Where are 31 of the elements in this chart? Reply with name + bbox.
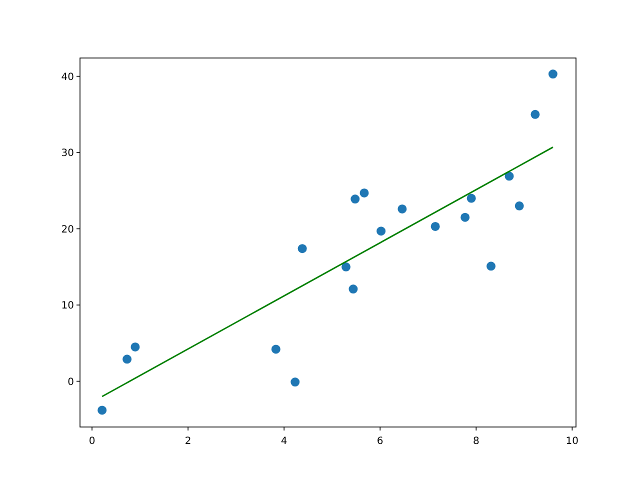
point — [548, 70, 558, 79]
point — [360, 188, 369, 198]
x-tick-label: 8 — [472, 436, 480, 447]
x-tick-label: 0 — [88, 436, 96, 447]
point — [122, 354, 132, 364]
point — [98, 406, 107, 415]
y-tick-label: 40 — [61, 72, 74, 83]
point — [466, 194, 476, 203]
y-tick-label: 10 — [61, 300, 74, 312]
point — [504, 172, 514, 181]
point — [271, 344, 280, 354]
point — [486, 262, 496, 271]
y-tick-label: 30 — [61, 148, 74, 160]
point — [460, 212, 470, 222]
point — [298, 244, 307, 254]
point — [290, 378, 300, 387]
point — [398, 204, 407, 214]
x-tick-label: 6 — [376, 436, 384, 447]
x-tick-label: 4 — [280, 436, 288, 447]
point — [130, 342, 140, 352]
point — [350, 194, 360, 204]
y-tick-label: 0 — [68, 376, 74, 388]
point — [514, 201, 524, 210]
x-tick-label: 2 — [184, 436, 192, 447]
point — [530, 110, 540, 119]
point — [376, 226, 386, 236]
x-tick-label: 10 — [566, 436, 579, 447]
point — [430, 222, 440, 231]
point — [342, 262, 351, 272]
point — [348, 284, 358, 294]
y-tick-label: 20 — [61, 224, 74, 236]
